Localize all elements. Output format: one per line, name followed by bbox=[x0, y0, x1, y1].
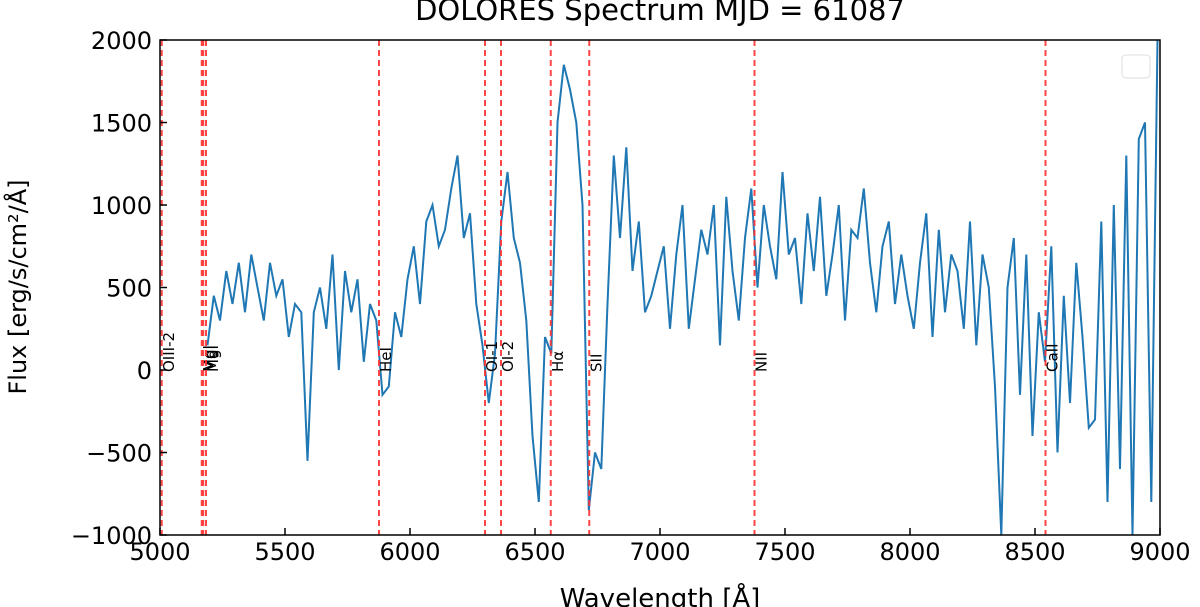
reference-label: NII bbox=[753, 352, 771, 372]
x-tick-label: 7000 bbox=[629, 538, 690, 566]
reference-label: HeI bbox=[377, 347, 395, 372]
y-axis-label: Flux [erg/s/cm²/Å] bbox=[3, 179, 32, 394]
y-tick-label: 1500 bbox=[91, 110, 152, 138]
x-tick-label: 5000 bbox=[129, 538, 190, 566]
reference-label: CaII bbox=[1044, 343, 1062, 372]
y-tick-label: 2000 bbox=[91, 27, 152, 55]
y-tick-label: 500 bbox=[106, 275, 152, 303]
reference-label: Hα bbox=[549, 351, 567, 372]
x-tick-label: 8500 bbox=[1004, 538, 1065, 566]
legend bbox=[1121, 54, 1151, 79]
x-tick-label: 7500 bbox=[754, 538, 815, 566]
y-tick-label: −500 bbox=[86, 440, 152, 468]
reference-label: SII bbox=[587, 354, 605, 372]
x-axis-label: Wavelength [Å] bbox=[560, 582, 761, 607]
y-tick-label: 1000 bbox=[91, 192, 152, 220]
chart-title: DOLORES Spectrum MJD = 61087 bbox=[415, 0, 905, 27]
x-tick-label: 6500 bbox=[504, 538, 565, 566]
axes-frame bbox=[159, 39, 1161, 536]
x-tick-label: 8000 bbox=[879, 538, 940, 566]
y-tick-label: 0 bbox=[137, 357, 152, 385]
reference-label: OIII-2 bbox=[160, 332, 178, 372]
spectrum-line bbox=[206, 40, 1159, 535]
reference-label: MgI bbox=[204, 345, 222, 372]
x-tick-label: 6000 bbox=[379, 538, 440, 566]
reference-label: OI-2 bbox=[499, 341, 517, 372]
x-tick-label: 5500 bbox=[254, 538, 315, 566]
y-tick-label: −1000 bbox=[71, 522, 152, 550]
x-tick-label: 9000 bbox=[1129, 538, 1190, 566]
reference-label: OI-1 bbox=[483, 341, 501, 372]
